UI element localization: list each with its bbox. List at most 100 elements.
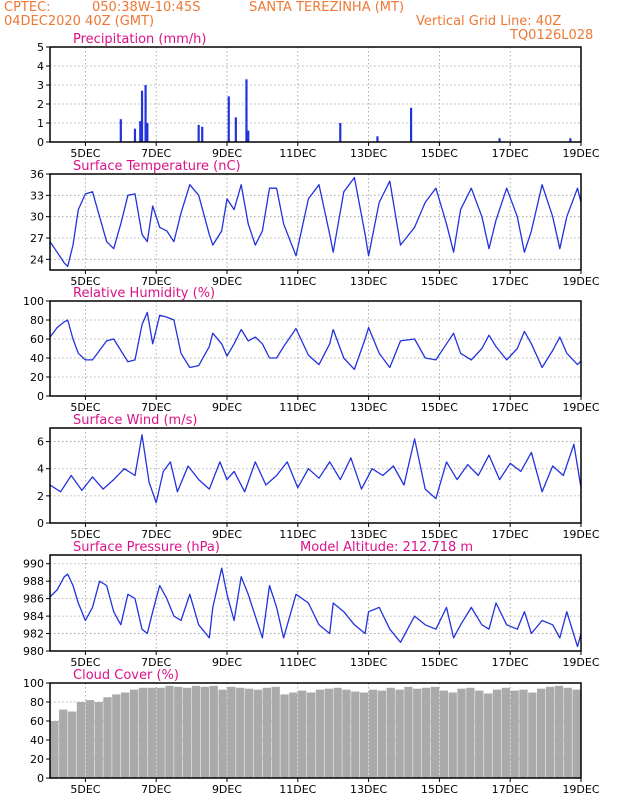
cloud-xtick-label-7: 19DEC [562,783,599,796]
cloud-bar-23 [253,689,263,778]
rh-xtick-label-6: 17DEC [492,401,529,414]
temp-ytick-label-3: 33 [30,189,44,202]
rh-xtick-label-0: 5DEC [70,401,100,414]
wind-xtick-label-4: 13DEC [350,528,387,541]
cloud-bar-9 [129,689,139,778]
precip-ytick-label-0: 0 [37,136,44,149]
cloud-bar-6 [103,697,112,778]
precip-bar-9 [234,117,237,142]
rh-xtick-label-3: 11DEC [279,401,316,414]
temp-xtick-label-5: 15DEC [421,275,458,288]
cloud-bar-53 [519,689,528,778]
cloud-bar-18 [209,685,218,778]
cloud-bar-3 [76,702,86,778]
pressure-ytick-label-4: 988 [23,575,44,588]
pressure-ytick-label-2: 984 [23,610,44,623]
precip-xtick-label-7: 19DEC [562,147,599,160]
precip-ytick-label-1: 1 [37,117,44,130]
temp-xtick-label-1: 7DEC [141,275,171,288]
surface-wind-panel: 0 2 4 6 5DEC 7DEC 9DEC 11DEC 13DEC 15DEC 17DEC 19DE… [37,413,600,541]
cloud-bar-49 [483,693,493,778]
precip-bar-16 [569,138,572,142]
header-station: SANTA TEREZINHA (MT) [249,0,405,15]
precip-title: Precipitation (mm/h) [73,32,206,47]
cloud-bar-42 [421,687,431,778]
cloud-bar-39 [395,689,404,778]
wind-ytick-label-1: 2 [37,490,44,503]
cloud-bar-8 [121,692,130,778]
cloud-bar-56 [545,686,555,778]
cloud-bar-22 [244,688,254,778]
cloud-bar-2 [67,711,77,778]
precip-bar-5 [146,123,149,142]
rh-frame [49,300,582,397]
cloud-bar-52 [510,690,519,778]
cloud-xtick-label-0: 5DEC [70,783,100,796]
pressure-xtick-label-3: 11DEC [279,656,316,669]
wind-xtick-label-2: 9DEC [212,528,242,541]
wind-ytick-label-0: 0 [37,517,44,530]
temp-ytick-label-4: 36 [30,168,44,181]
surface-temperature-panel: 24 27 30 33 36 5DEC 7DEC 9DEC 11DEC 13DEC 15DEC 17D… [30,159,600,288]
cloud-bar-33 [342,689,351,778]
cloud-bar-12 [156,687,165,778]
precip-bar-8 [227,96,230,142]
precip-ytick-label-3: 3 [37,79,44,92]
cloud-bar-7 [112,694,121,778]
temp-ytick-label-0: 24 [30,253,44,266]
cloud-ytick-label-2: 40 [30,734,44,747]
cloud-ytick-label-3: 60 [30,715,44,728]
cloud-bar-16 [191,685,201,778]
cloud-xtick-label-2: 9DEC [212,783,242,796]
cloud-xtick-label-6: 17DEC [492,783,529,796]
temp-xtick-label-6: 17DEC [492,275,529,288]
cloud-bar-55 [537,688,546,778]
precip-bar-13 [376,136,379,142]
precip-xtick-label-2: 9DEC [212,147,242,160]
cloud-bar-27 [289,692,298,778]
cloud-bar-1 [59,709,68,778]
pressure-title: Surface Pressure (hPa) [73,540,220,555]
rh-xtick-label-1: 7DEC [141,401,171,414]
cloud-bar-24 [262,687,271,778]
precip-bar-12 [339,123,342,142]
cloud-bar-44 [439,690,448,778]
temp-xtick-label-4: 13DEC [350,275,387,288]
rh-ytick-label-2: 40 [30,352,44,365]
cloud-bar-54 [528,692,537,778]
cloud-bar-13 [165,685,174,778]
temp-xtick-label-2: 9DEC [212,275,242,288]
temp-title: Surface Temperature (nC) [73,159,241,174]
cloud-bar-40 [404,686,413,778]
cloud-xtick-label-4: 13DEC [350,783,387,796]
temp-frame [49,173,582,271]
precip-ytick-label-2: 2 [37,98,44,111]
wind-title: Surface Wind (m/s) [73,413,197,428]
rh-series-line [49,311,582,371]
cloud-bar-0 [50,721,59,778]
rh-ytick-label-0: 0 [37,390,44,403]
cloud-bar-31 [324,688,333,778]
cloud-bar-46 [457,688,466,778]
temp-series-line [49,176,582,268]
cloud-bar-50 [492,689,502,778]
precipitation-panel: 0 1 2 3 4 5 5DEC 7DEC 9DEC 11DEC 13DEC 15DEC 17DEC 19… [37,32,600,160]
precip-xtick-label-0: 5DEC [70,147,100,160]
cloud-bar-57 [554,685,564,778]
cloud-bar-17 [200,686,210,778]
pressure-xtick-label-2: 9DEC [212,656,242,669]
cloud-bar-25 [271,686,280,778]
precip-bar-14 [409,107,413,142]
pressure-xtick-label-5: 15DEC [421,656,458,669]
precip-frame [49,46,582,143]
precip-ytick-label-4: 4 [37,60,44,73]
cloud-bar-59 [572,689,581,778]
cloud-bar-41 [413,688,422,778]
precip-xtick-label-4: 13DEC [350,147,387,160]
wind-series-line [49,434,582,504]
pressure-xtick-label-4: 13DEC [350,656,387,669]
wind-xtick-label-7: 19DEC [562,528,599,541]
cloud-ytick-label-4: 80 [30,696,44,709]
cloud-xtick-label-5: 15DEC [421,783,458,796]
cloud-bar-30 [315,689,325,778]
